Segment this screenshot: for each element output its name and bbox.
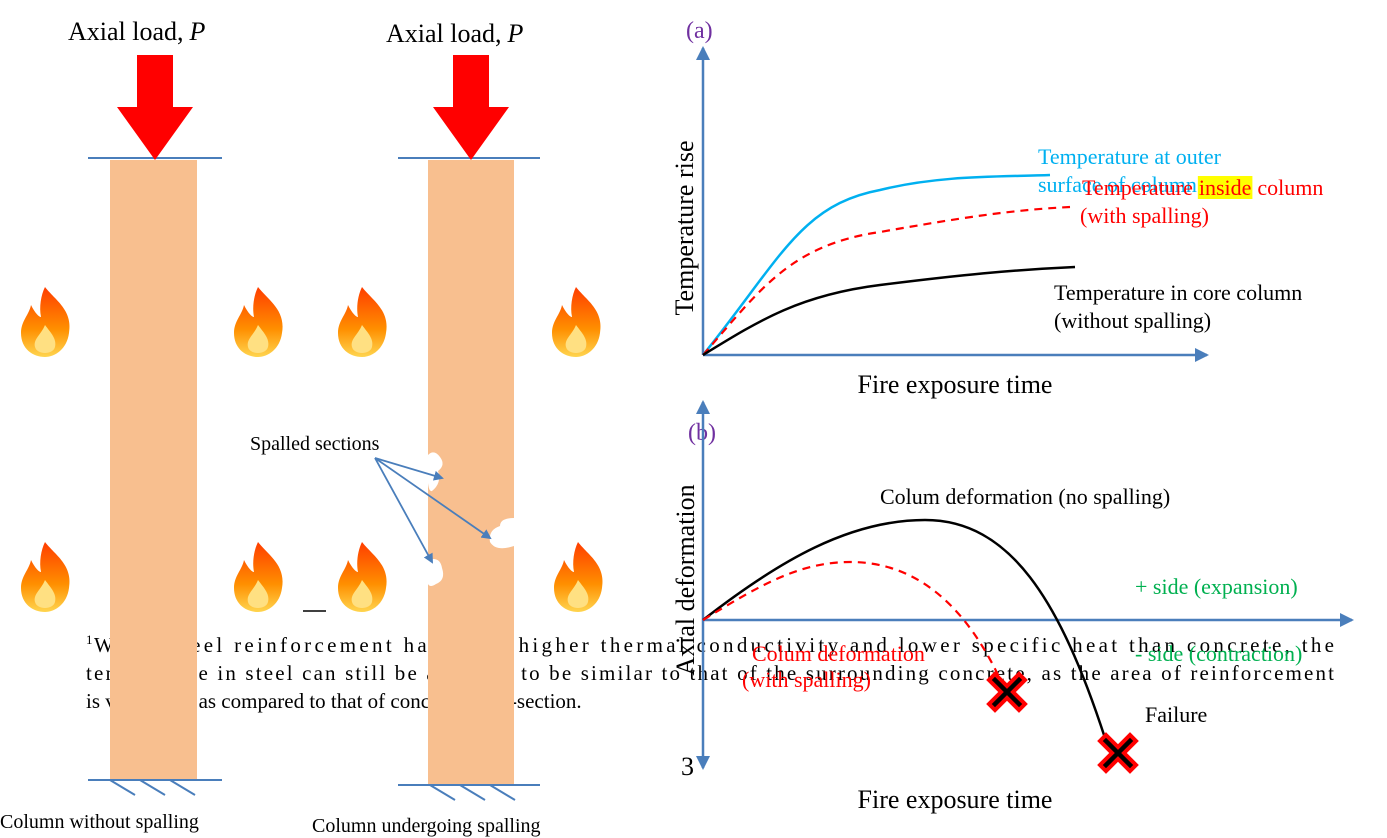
load-symbol: P — [189, 17, 206, 46]
y-label: Temperature rise — [670, 140, 699, 315]
panel-a: (a) Temperature rise Fire exposure time … — [670, 18, 1323, 399]
pointer — [374, 457, 492, 540]
spalled-label: Spalled sections — [250, 433, 380, 455]
column — [428, 160, 514, 785]
spall — [489, 518, 514, 549]
no-spalling-label: Colum deformation (no spalling) — [880, 484, 1170, 509]
x-label: Fire exposure time — [858, 370, 1053, 399]
inside-label: Temperature — [1082, 175, 1193, 200]
load-symbol: P — [507, 19, 524, 48]
outer-label: Temperature at outer — [1038, 144, 1222, 169]
footnote-mark: 1 — [86, 632, 93, 647]
spalling-label: (with spalling) — [742, 667, 871, 692]
core-label: Temperature in core column — [1054, 280, 1302, 305]
load-label: Axial load, — [386, 19, 502, 48]
inside-label: (with spalling) — [1080, 203, 1209, 228]
inside-label: column — [1257, 175, 1323, 200]
panel-tag: (a) — [686, 18, 713, 44]
outer-curve — [702, 173, 1051, 356]
spalling-label: Colum deformation — [752, 641, 925, 666]
hatch — [109, 779, 196, 796]
load-arrow — [117, 55, 193, 160]
core-curve — [702, 265, 1076, 357]
column-without-spalling: Axial load, P Column without spalling — [0, 17, 222, 833]
pointer — [374, 457, 444, 481]
inside-curve — [702, 205, 1071, 356]
failure-mark — [986, 671, 1028, 713]
hatch — [429, 784, 516, 801]
caption: Column without spalling — [0, 811, 199, 833]
pointer — [374, 457, 433, 564]
core-label: (without spalling) — [1054, 308, 1211, 333]
negative-label: - side (contraction) — [1135, 641, 1302, 666]
no-spalling-curve — [702, 518, 1107, 739]
footnote-line: temperature in steel can still be assume… — [86, 661, 1334, 685]
column-with-spalling: Axial load, P Column undergoing spalling… — [250, 19, 541, 837]
spalling-curve — [702, 560, 1007, 691]
y-label: Axial deformation — [671, 484, 700, 675]
failure-mark — [1097, 732, 1139, 774]
load-arrow — [433, 55, 509, 160]
outer-label: surface of column — [1038, 172, 1197, 197]
x-label: Fire exposure time — [858, 785, 1053, 814]
positive-label: + side (expansion) — [1135, 574, 1298, 599]
load-label: Axial load, — [68, 17, 184, 46]
failure-label: Failure — [1145, 702, 1207, 727]
spall — [428, 559, 444, 586]
inside-label-highlight: inside — [1199, 175, 1252, 200]
highlight — [1197, 176, 1253, 199]
panel-b: (b) Axial deformation 3 Fire exposure ti… — [671, 400, 1354, 814]
caption: Column undergoing spalling — [312, 815, 541, 837]
axis-number: 3 — [681, 752, 694, 781]
column — [110, 160, 197, 780]
